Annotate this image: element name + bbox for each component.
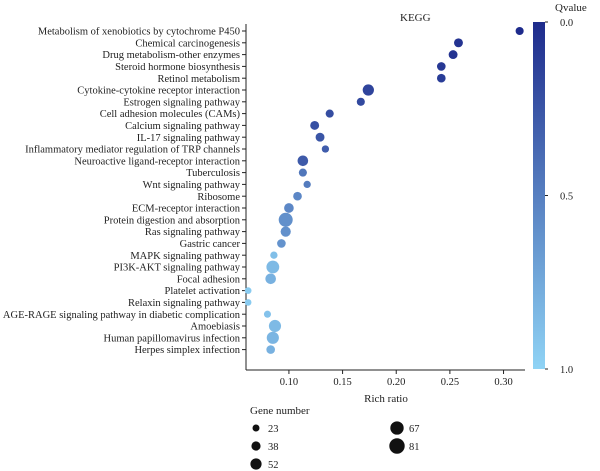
data-point [278,212,293,227]
data-point [436,62,446,71]
category-label: Calcium signaling pathway [125,121,241,132]
data-point [436,73,446,83]
category-label: Focal adhesion [177,274,241,285]
x-tick-label: 0.20 [387,377,405,388]
data-point [293,191,302,201]
kegg-annotation: KEGG [400,12,431,24]
data-point [265,273,276,285]
data-point [266,345,275,354]
data-point [268,319,282,333]
size-legend-label: 38 [268,442,279,453]
category-label-group: Metabolism of xenobiotics by cytochrome … [3,27,241,357]
size-legend-dot [390,421,404,435]
category-label: Retinol metabolism [157,74,240,85]
data-point [270,251,278,259]
data-point [280,226,291,237]
category-label: Amoebiasis [190,322,240,333]
colorbar-tick-group: 0.0 0.5 1.0 [545,18,573,376]
category-label: Ribosome [197,192,240,203]
data-point [448,50,458,60]
data-point [277,239,286,248]
size-legend-dot [389,438,405,454]
x-tick-label: 0.25 [441,377,459,388]
size-legend-dot [250,458,262,470]
x-tick-group: 0.10 0.15 0.20 0.25 0.30 [280,370,513,388]
category-label: Estrogen signaling pathway [123,97,240,108]
data-point [266,260,280,274]
category-label: IL-17 signaling pathway [137,133,241,144]
data-point [356,97,365,106]
category-label: Ras signaling pathway [145,227,241,238]
data-point [284,203,294,213]
data-point [310,120,320,130]
x-tick-label: 0.10 [280,377,298,388]
x-tick-label: 0.15 [333,377,351,388]
x-axis-title: Rich ratio [364,393,408,405]
data-point [515,26,524,36]
size-legend-group: 23 38 52 67 81 [250,421,420,471]
category-label: AGE-RAGE signaling pathway in diabetic c… [3,310,241,321]
category-label: Drug metabolism-other enzymes [102,50,240,61]
category-label: Tuberculosis [186,168,240,179]
x-tick-label: 0.30 [494,377,512,388]
size-legend-label: 81 [409,442,420,453]
colorbar [533,22,545,369]
category-label: Herpes simplex infection [134,345,240,356]
data-point [263,310,271,318]
colorbar-tick-label: 0.0 [560,18,573,29]
size-legend-label: 52 [268,460,279,471]
category-label: Steroid hormone biosynthesis [115,62,240,73]
data-point [321,145,330,153]
data-point [303,180,311,189]
size-legend-title: Gene number [250,405,310,417]
category-label: Platelet activation [164,286,240,297]
category-label: MAPK signaling pathway [130,251,240,262]
colorbar-tick-label: 0.5 [560,192,573,203]
data-point [325,109,334,118]
data-point [244,287,252,294]
category-label: Inflammatory mediator regulation of TRP … [25,145,240,156]
size-legend-label: 67 [409,424,420,435]
category-label: Human papillomavirus infection [104,333,241,344]
category-label: Neuroactive ligand-receptor interaction [74,156,240,167]
category-label: Cell adhesion molecules (CAMs) [100,109,241,120]
y-tick-group [242,30,246,351]
data-point [315,132,325,142]
size-legend-dot [252,424,260,432]
category-label: Gastric cancer [180,239,241,250]
data-point [454,38,463,48]
size-legend-dot [251,441,261,451]
colorbar-title: Qvalue [555,2,587,14]
colorbar-tick-label: 1.0 [560,365,573,376]
data-point [298,168,307,177]
data-point [266,331,279,344]
size-legend-label: 23 [268,424,279,435]
category-label: Protein digestion and absorption [104,215,241,226]
data-point [244,299,252,306]
category-label: Relaxin signaling pathway [128,298,241,309]
data-point [362,84,374,96]
data-point [297,155,309,167]
category-label: ECM-receptor interaction [132,204,241,215]
category-label: Cytokine-cytokine receptor interaction [77,86,240,97]
category-label: Metabolism of xenobiotics by cytochrome … [38,27,240,38]
category-label: Wnt signaling pathway [143,180,241,191]
category-label: PI3K-AKT signaling pathway [114,263,241,274]
point-group [244,26,524,354]
category-label: Chemical carcinogenesis [135,38,240,49]
